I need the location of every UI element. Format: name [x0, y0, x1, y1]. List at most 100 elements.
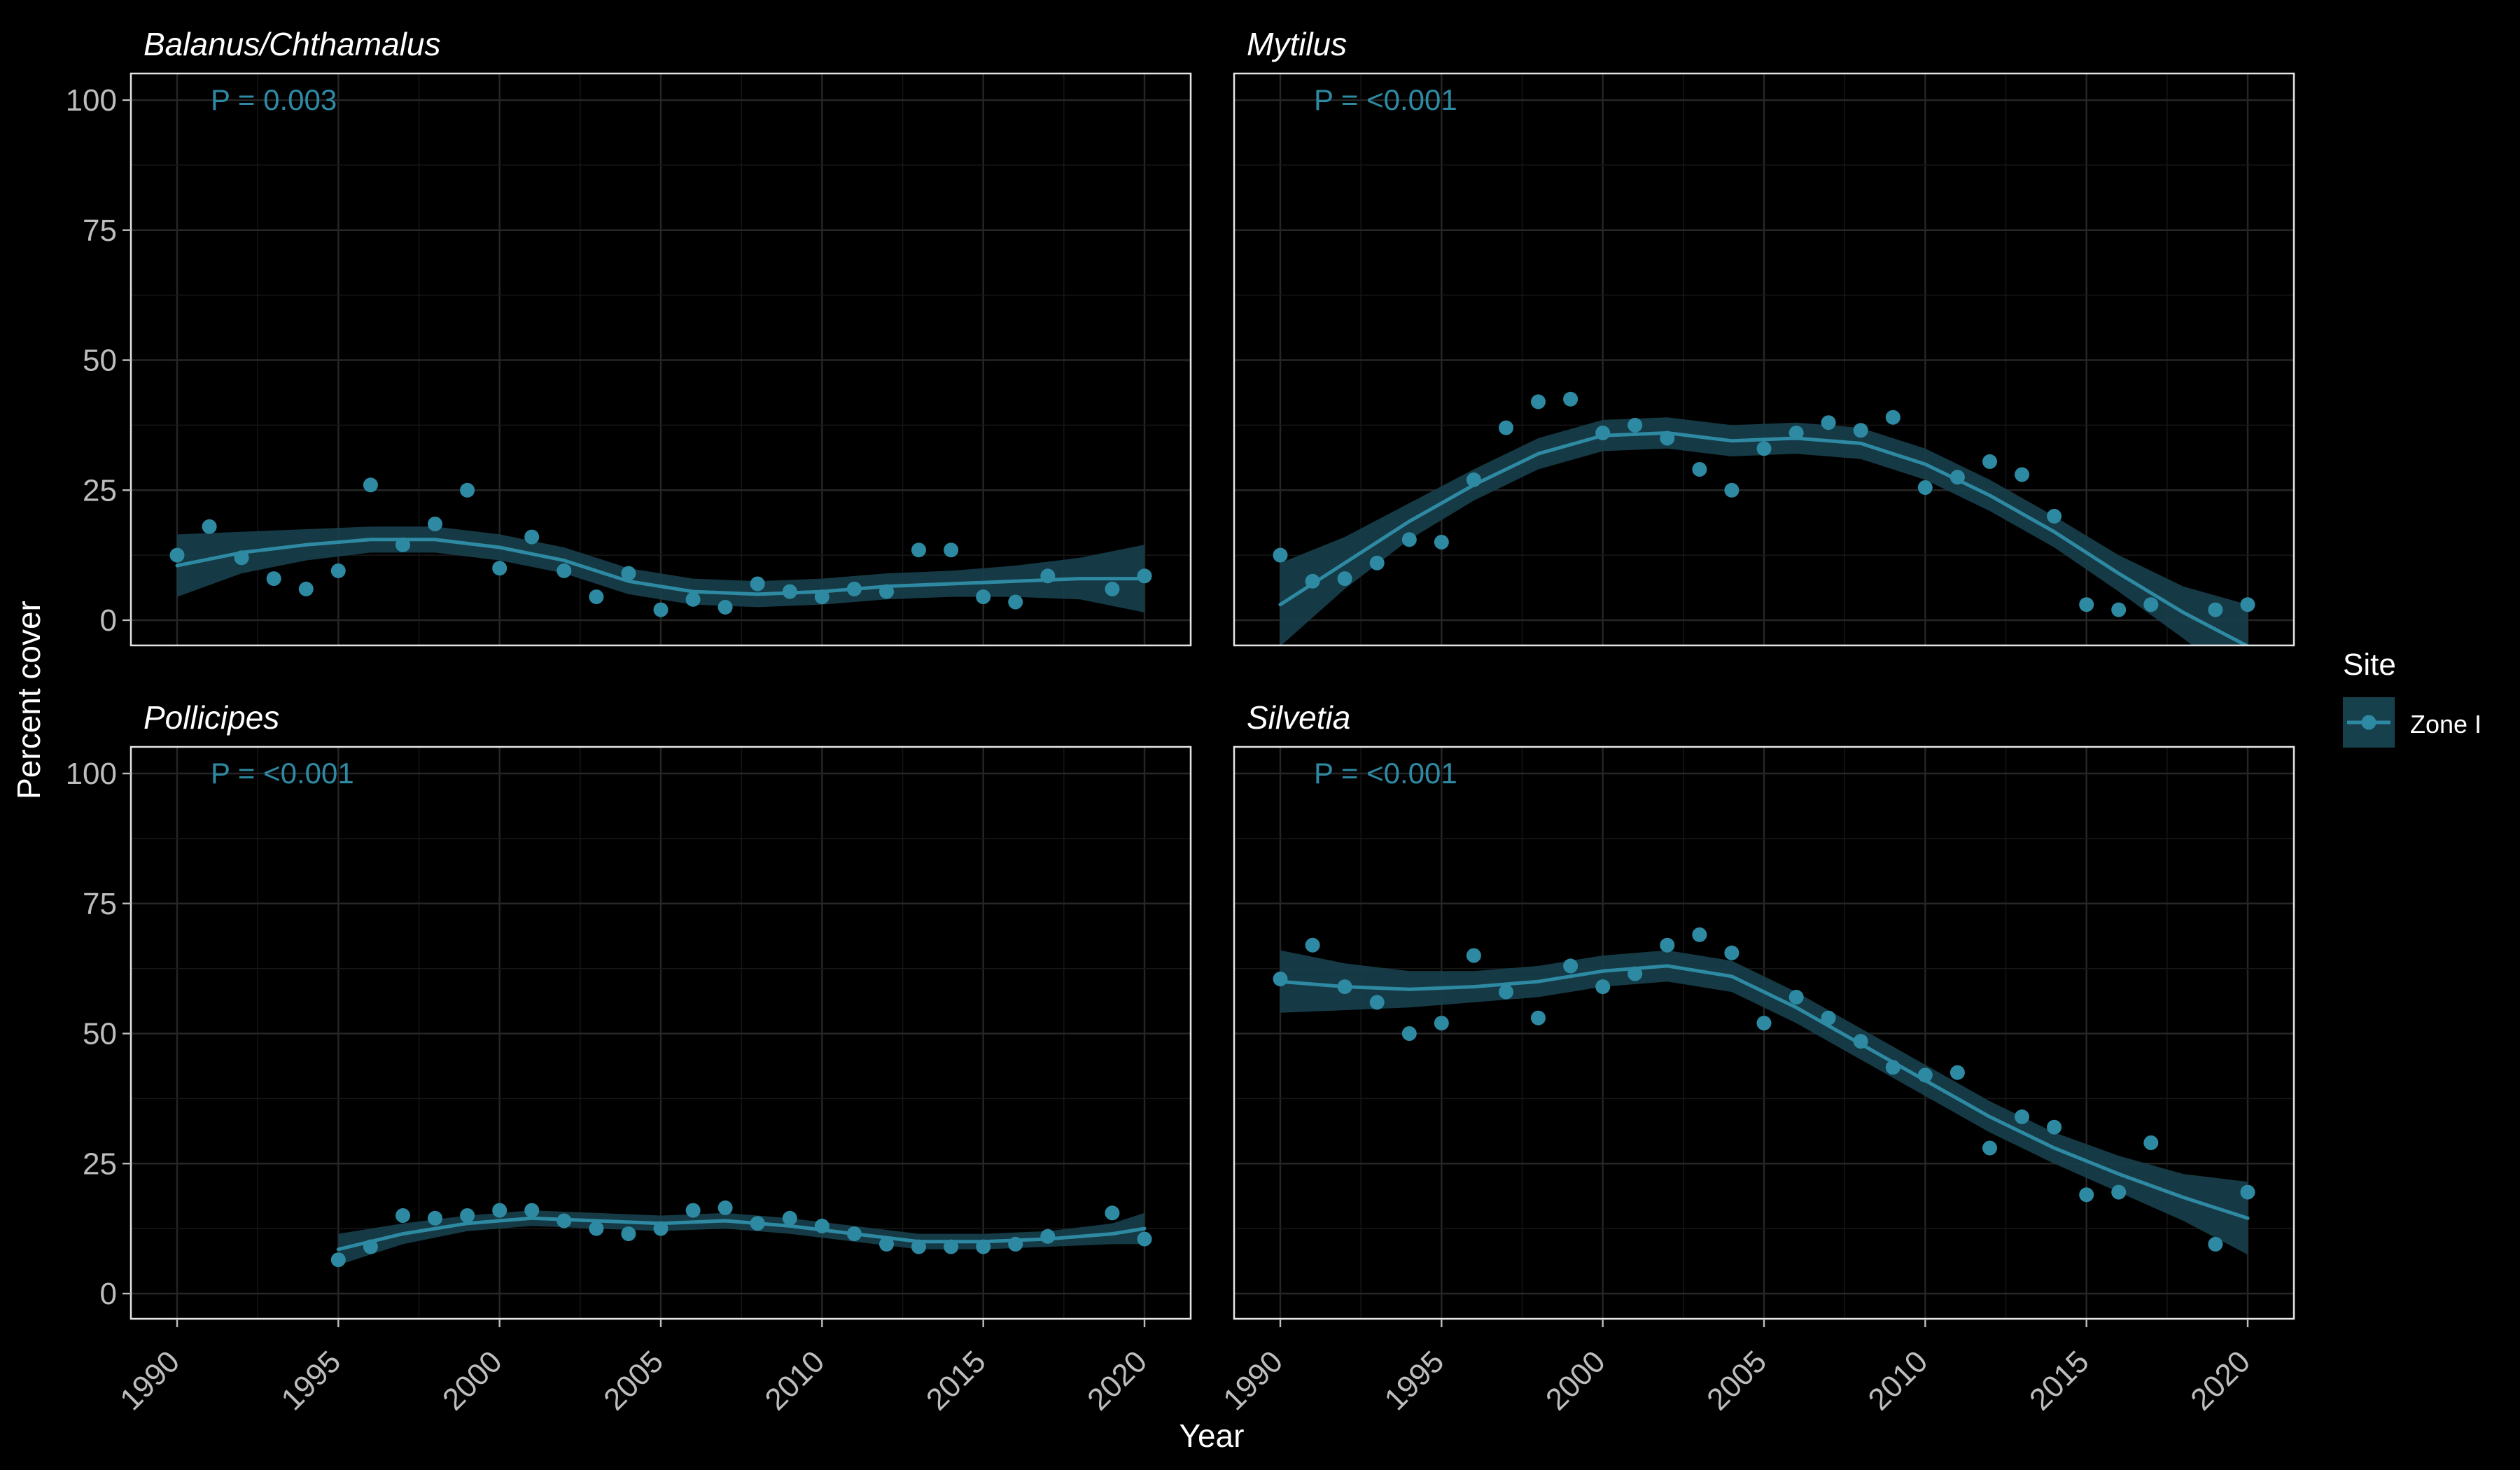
- data-point: [492, 1203, 507, 1218]
- legend-key-point: [2361, 715, 2376, 730]
- data-point: [1137, 568, 1152, 584]
- data-point: [492, 561, 507, 576]
- data-point: [202, 519, 217, 534]
- data-point: [1369, 555, 1385, 570]
- x-tick-label: 2000: [436, 1344, 509, 1417]
- data-point: [589, 1221, 604, 1236]
- y-tick-label: 75: [83, 887, 117, 921]
- data-point: [1788, 990, 1804, 1004]
- data-points: [1273, 927, 2255, 1252]
- smooth-line: [175, 538, 1147, 596]
- data-point: [2208, 602, 2223, 617]
- data-point: [428, 1210, 442, 1226]
- data-point: [330, 1252, 346, 1268]
- data-point: [944, 542, 959, 558]
- x-tick-label: 2005: [1700, 1344, 1773, 1417]
- x-axis-title: Year: [1180, 1418, 1245, 1454]
- chart-panels: Balanus/Chthamalus P = 0.003 0 25 50 75 100 Myt…: [66, 26, 2295, 1417]
- data-point: [2111, 1184, 2127, 1200]
- data-point: [169, 547, 185, 563]
- data-point: [1531, 394, 1546, 410]
- x-tick-label: 2020: [1081, 1344, 1154, 1417]
- data-point: [396, 537, 410, 552]
- data-point: [266, 571, 281, 587]
- data-point: [1949, 1065, 1965, 1080]
- data-point: [524, 1203, 540, 1218]
- p-value-annotation: P = <0.001: [211, 757, 354, 790]
- data-point: [1595, 979, 1611, 995]
- data-point: [2208, 1236, 2223, 1252]
- x-tick-label: 1990: [1217, 1344, 1289, 1417]
- data-point: [685, 592, 701, 607]
- data-point: [653, 602, 668, 617]
- data-point: [976, 589, 991, 605]
- x-tick-label: 2010: [1862, 1344, 1935, 1417]
- data-point: [2111, 602, 2127, 617]
- data-point: [718, 1200, 733, 1215]
- data-point: [1821, 1010, 1836, 1026]
- panel-border: [1233, 72, 2295, 647]
- p-value-annotation: P = <0.001: [1314, 757, 1457, 790]
- x-tick-label: 2010: [759, 1344, 832, 1417]
- panel-title: Mytilus: [1247, 26, 1347, 62]
- data-point: [1724, 945, 1740, 960]
- data-point: [556, 1213, 572, 1228]
- data-point: [1434, 535, 1449, 550]
- legend-label: Zone I: [2410, 710, 2482, 738]
- data-point: [1628, 417, 1643, 433]
- data-point: [556, 563, 572, 578]
- data-point: [1531, 1010, 1546, 1026]
- data-point: [396, 1208, 410, 1223]
- p-value-annotation: P = <0.001: [1314, 83, 1457, 116]
- data-point: [750, 1216, 765, 1231]
- data-point: [363, 1239, 378, 1254]
- data-point: [782, 1210, 797, 1226]
- data-point: [1369, 995, 1385, 1010]
- panel-title: Pollicipes: [144, 699, 279, 736]
- data-point: [1273, 547, 1288, 563]
- data-points: [330, 1200, 1152, 1268]
- data-point: [911, 1239, 926, 1254]
- data-point: [2079, 1187, 2094, 1203]
- data-point: [2015, 467, 2029, 482]
- data-point: [944, 1239, 959, 1254]
- y-tick-label: 100: [66, 757, 117, 791]
- data-point: [1337, 979, 1352, 995]
- x-tick-label: 1995: [275, 1344, 348, 1417]
- data-point: [1853, 1034, 1868, 1049]
- y-axis-title: Percent cover: [10, 601, 47, 799]
- data-point: [1692, 927, 1707, 942]
- panel-content: [330, 1200, 1152, 1268]
- data-point: [1660, 937, 1675, 953]
- data-point: [782, 584, 797, 599]
- panel-2: Mytilus P = <0.001: [1233, 26, 2295, 647]
- data-point: [330, 563, 346, 578]
- data-point: [1982, 1140, 1997, 1156]
- data-point: [2143, 1135, 2159, 1150]
- y-tick-label: 0: [100, 1277, 117, 1311]
- panel-3: Pollicipes P = <0.001 0 25 50 75 100 1990 1995 20…: [66, 699, 1192, 1417]
- data-point: [2047, 1119, 2062, 1135]
- x-tick-label: 2020: [2184, 1344, 2257, 1417]
- smooth-line: [1278, 964, 2250, 1220]
- data-point: [1401, 1026, 1417, 1041]
- gridlines: [131, 74, 1191, 645]
- data-point: [1466, 472, 1481, 487]
- data-point: [685, 1203, 701, 1218]
- data-point: [1821, 415, 1836, 430]
- y-tick-label: 25: [83, 473, 117, 507]
- data-point: [1563, 391, 1578, 407]
- data-point: [524, 529, 540, 545]
- data-point: [1885, 410, 1900, 425]
- panel-title: Silvetia: [1247, 699, 1350, 736]
- y-tick-label: 0: [100, 603, 117, 638]
- p-value-annotation: P = 0.003: [211, 83, 337, 116]
- data-point: [2240, 597, 2255, 612]
- data-point: [1305, 573, 1320, 589]
- data-point: [460, 482, 475, 498]
- y-tick-label: 75: [83, 214, 117, 248]
- data-point: [1401, 532, 1417, 547]
- x-tick-label: 1990: [113, 1344, 186, 1417]
- y-tick-label: 50: [83, 344, 117, 378]
